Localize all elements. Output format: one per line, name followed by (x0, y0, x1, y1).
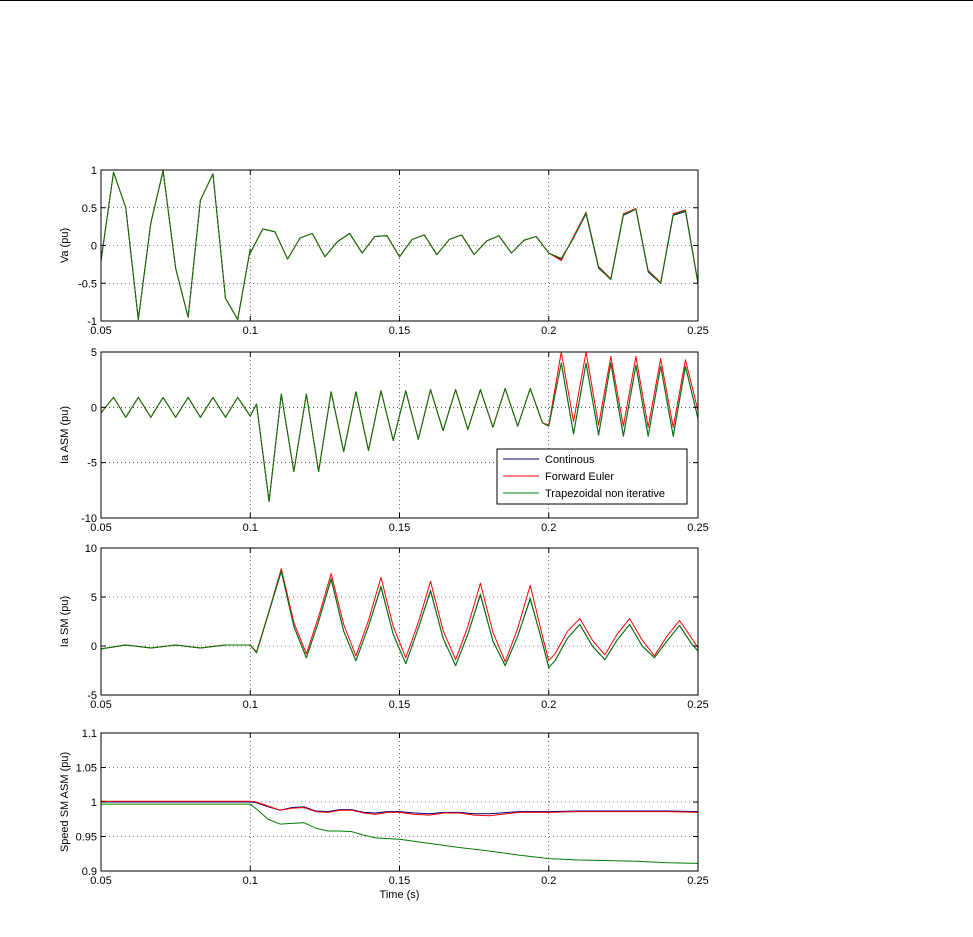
x-tick-label: 0.1 (243, 522, 258, 534)
y-tick-label: -10 (81, 513, 97, 525)
x-tick-label: 0.15 (389, 875, 410, 887)
y-axis-label: Ia SM (pu) (59, 596, 71, 647)
x-tick-label: 0.1 (243, 875, 258, 887)
subplot-ia-asm: 0.05 0.1 0.15 0.2 0.25 -10 -5 0 5 Ia ASM (pu) Cont… (59, 347, 709, 534)
y-tick-label: 0 (91, 641, 97, 653)
y-tick-label: 0 (91, 241, 97, 253)
y-tick-label: 10 (85, 543, 97, 555)
top-border-line (0, 0, 973, 1)
y-tick-label: -1 (87, 316, 97, 328)
y-tick-label: 1 (91, 165, 97, 177)
x-axis-label: Time (s) (380, 889, 420, 901)
x-tick-label: 0.05 (90, 325, 111, 337)
x-tick-label: 0.2 (541, 325, 556, 337)
subplot-ia-sm: 0.05 0.1 0.15 0.2 0.25 -5 0 5 10 Ia SM (pu) (59, 543, 709, 711)
y-tick-label: -5 (87, 690, 97, 702)
series-line-2 (101, 800, 698, 817)
y-tick-label: 5 (91, 592, 97, 604)
x-tick-label: 0.2 (541, 699, 556, 711)
series-line-3 (101, 170, 698, 320)
subplot-speed: 0.05 0.1 0.15 0.2 0.25 0.9 0.95 1 1.05 1.1 Speed S… (59, 728, 709, 901)
series-line-3 (101, 803, 698, 864)
y-tick-label: 0.95 (76, 832, 97, 844)
x-tick-label: 0.15 (389, 699, 410, 711)
x-tick-label: 0.05 (90, 875, 111, 887)
y-tick-label: -5 (87, 458, 97, 470)
x-tick-label: 0.05 (90, 699, 111, 711)
subplot-va: 0.05 0.1 0.15 0.2 0.25 -1 -0.5 0 0.5 1 Va (pu) (59, 165, 709, 337)
y-axis-label: Speed SM ASM (pu) (59, 752, 71, 852)
series-line-3 (101, 570, 698, 669)
y-tick-label: 0 (91, 402, 97, 414)
legend-entry: Forward Euler (545, 471, 614, 483)
legend: Continous Forward Euler Trapezoidal non it… (496, 448, 688, 505)
y-tick-label: -0.5 (78, 278, 97, 290)
x-tick-label: 0.1 (243, 325, 258, 337)
x-tick-label: 0.15 (389, 522, 410, 534)
y-tick-label: 5 (91, 347, 97, 359)
y-axis-label: Va (pu) (59, 228, 71, 263)
y-tick-label: 1 (91, 797, 97, 809)
x-tick-label: 0.25 (687, 522, 708, 534)
x-tick-label: 0.15 (389, 325, 410, 337)
legend-entry: Trapezoidal non iterative (545, 488, 665, 500)
x-tick-label: 0.2 (541, 875, 556, 887)
y-tick-label: 1.05 (76, 763, 97, 775)
y-tick-label: 1.1 (82, 728, 97, 740)
axes-background (101, 170, 698, 321)
x-tick-label: 0.05 (90, 522, 111, 534)
y-axis-label: Ia ASM (pu) (59, 406, 71, 464)
x-tick-label: 0.25 (687, 699, 708, 711)
x-tick-label: 0.25 (687, 875, 708, 887)
x-tick-label: 0.25 (687, 325, 708, 337)
y-tick-label: 0.5 (82, 203, 97, 215)
legend-entry: Continous (545, 454, 595, 466)
x-tick-label: 0.1 (243, 699, 258, 711)
series-line-3 (101, 362, 698, 502)
x-tick-label: 0.2 (541, 522, 556, 534)
y-tick-label: 0.9 (82, 866, 97, 878)
